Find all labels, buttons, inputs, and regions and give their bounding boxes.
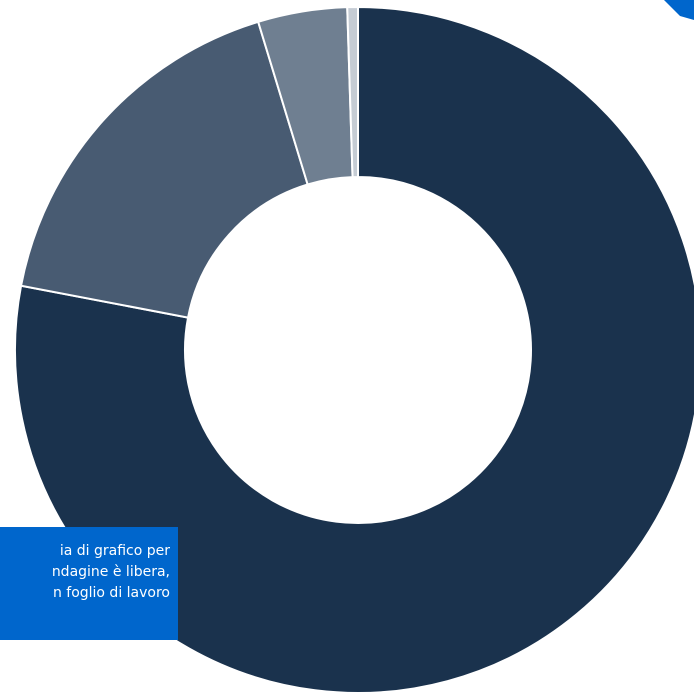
- donut-slice-4[interactable]: [346, 5, 359, 179]
- donut-slice-2[interactable]: [19, 20, 309, 319]
- tooltip-line-2: ndagine è libera,: [51, 564, 170, 580]
- tooltip-text: ia di grafico per ndagine è libera, n fo…: [0, 541, 170, 604]
- tooltip-line-3: n foglio di lavoro: [52, 585, 170, 601]
- donut-slice-1[interactable]: [14, 5, 694, 694]
- tooltip: ia di grafico per ndagine è libera, n fo…: [0, 527, 178, 640]
- tooltip-line-1: ia di grafico per: [59, 543, 170, 559]
